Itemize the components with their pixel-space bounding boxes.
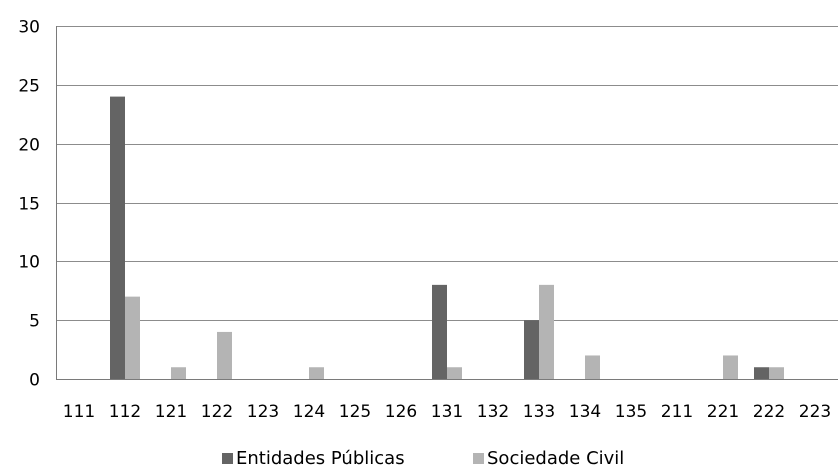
bar-134-series-1	[585, 355, 600, 379]
bars	[110, 96, 784, 379]
x-tick-label: 211	[661, 402, 693, 422]
bar-124-series-1	[309, 367, 324, 379]
legend-label-series-0: Entidades Públicas	[236, 448, 405, 469]
y-tick-label: 30	[18, 18, 40, 38]
x-tick-label: 132	[477, 402, 509, 422]
x-tick-label: 135	[615, 402, 647, 422]
x-tick-label: 131	[431, 402, 463, 422]
x-tick-label: 123	[247, 402, 279, 422]
y-axis-tick-labels: 0 5 10 15 20 25 30	[18, 18, 40, 391]
y-tick-label: 20	[18, 136, 40, 156]
y-tick-label: 0	[29, 371, 40, 391]
x-tick-label: 126	[385, 402, 417, 422]
bar-112-series-0	[110, 96, 125, 379]
bar-133-series-1	[539, 284, 554, 379]
x-tick-label: 133	[523, 402, 555, 422]
bar-221-series-1	[723, 355, 738, 379]
x-tick-label: 125	[339, 402, 371, 422]
y-tick-label: 5	[29, 312, 40, 332]
bar-131-series-0	[432, 284, 447, 379]
bar-112-series-1	[125, 296, 140, 379]
x-tick-label: 222	[753, 402, 785, 422]
bar-222-series-1	[769, 367, 784, 379]
legend: Entidades Públicas Sociedade Civil	[222, 448, 624, 469]
y-tick-label: 10	[18, 253, 40, 273]
x-tick-label: 121	[155, 402, 187, 422]
x-tick-label: 112	[109, 402, 141, 422]
bar-121-series-1	[171, 367, 186, 379]
legend-swatch-series-1	[473, 453, 484, 464]
x-tick-label: 223	[799, 402, 831, 422]
y-tick-label: 15	[18, 195, 40, 215]
bar-222-series-0	[754, 367, 769, 379]
bar-131-series-1	[447, 367, 462, 379]
gridlines	[56, 26, 838, 380]
x-tick-label: 124	[293, 402, 325, 422]
x-tick-label: 122	[201, 402, 233, 422]
legend-label-series-1: Sociedade Civil	[487, 448, 624, 469]
y-tick-label: 25	[18, 77, 40, 97]
bar-122-series-1	[217, 331, 232, 379]
legend-swatch-series-0	[222, 453, 233, 464]
x-axis-tick-labels: 111 112 121 122 123 124 125 126 131 132 133 134 135 2…	[63, 402, 831, 422]
x-tick-label: 221	[707, 402, 739, 422]
x-tick-label: 134	[569, 402, 601, 422]
bar-133-series-0	[524, 320, 539, 379]
x-tick-label: 111	[63, 402, 95, 422]
